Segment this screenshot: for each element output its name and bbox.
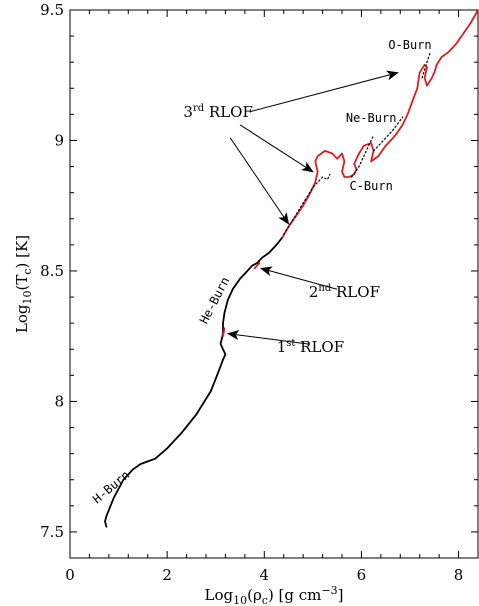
series-line-6 [351, 134, 375, 178]
rlof-word: RLOF [331, 283, 380, 301]
annotation-label: O-Burn [388, 38, 431, 52]
x-tick-labels: 0 2 4 6 8 [65, 566, 463, 584]
series-line-8 [421, 51, 431, 79]
series-line-1 [104, 236, 284, 528]
y-axis-title: Log10(Tc) [K] [13, 235, 34, 333]
arrow-layer [226, 70, 399, 345]
y-tick-label: 7.5 [40, 523, 64, 541]
plot-frame [69, 9, 479, 559]
series-line-7 [373, 116, 404, 152]
x-tick-label: 4 [260, 566, 270, 584]
rlof-label-rlof3: 3rd RLOF [183, 103, 252, 121]
rlof-label-rlof1: 1st RLOF [277, 338, 344, 356]
rlof-number: 3 [183, 103, 193, 121]
series-layer [104, 9, 479, 528]
y-tick-label: 8 [54, 392, 64, 410]
annotation-label: H-Burn [90, 468, 132, 507]
annotation-arrow-5 [226, 330, 309, 345]
rlof-number: 1 [277, 338, 287, 356]
rlof-number: 2 [309, 283, 319, 301]
annotation-arrow-3 [229, 137, 290, 225]
rlof-word: RLOF [204, 103, 253, 121]
x-axis-title: Log10(ρc) [g cm−3] [205, 584, 344, 606]
x-tick-label: 0 [65, 566, 75, 584]
annotation-arrow-1 [249, 70, 399, 113]
rlof-ordinal: rd [193, 103, 205, 114]
rlof-word: RLOF [295, 338, 344, 356]
y-tick-label: 9.5 [40, 1, 64, 19]
rlof-label-rlof2: 2nd RLOF [309, 283, 380, 301]
axis-ticks [69, 9, 479, 559]
series-line-5 [283, 173, 331, 235]
annotation-label: Ne-Burn [346, 111, 397, 125]
annotation-arrow-4 [259, 266, 338, 290]
x-tick-label: 2 [162, 566, 172, 584]
x-tick-label: 8 [454, 566, 464, 584]
rlof-ordinal: nd [318, 283, 331, 294]
series-line-2 [222, 327, 226, 338]
x-tick-label: 6 [357, 566, 367, 584]
y-tick-labels: 7.5 8 8.5 9 9.5 [40, 1, 64, 541]
annotation-arrow-2 [239, 124, 314, 173]
rlof-ordinal: st [286, 338, 295, 349]
y-tick-label: 9 [54, 131, 64, 149]
annotation-label: C-Burn [349, 179, 392, 193]
y-tick-label: 8.5 [40, 262, 64, 280]
series-line-3 [253, 262, 261, 270]
